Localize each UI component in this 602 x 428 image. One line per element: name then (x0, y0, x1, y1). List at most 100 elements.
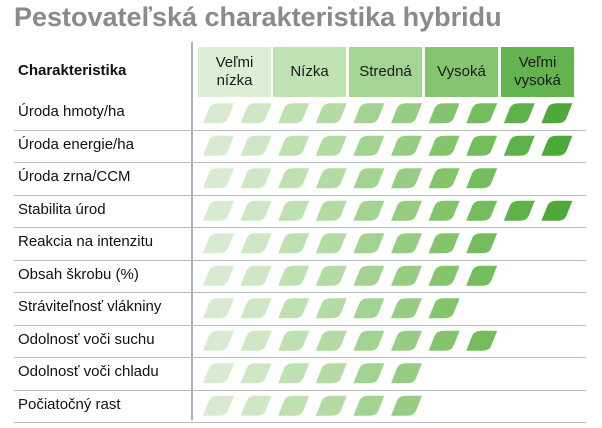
rating-leaf (315, 363, 347, 384)
rating-leaf (278, 265, 310, 286)
rating-leaf (466, 233, 498, 254)
rating-leaf (315, 298, 347, 319)
rating-leaf (391, 233, 422, 254)
level-header-4: Vysoká (425, 47, 498, 97)
row-label: Obsah škrobu (%) (18, 265, 139, 283)
rating-leaf (278, 200, 310, 221)
rating-leaf (428, 135, 460, 156)
row-label: Úroda energie/ha (18, 135, 134, 153)
rating-leaf (240, 168, 272, 189)
row-label: Stabilita úrod (18, 200, 106, 218)
rating-leaf (240, 103, 272, 124)
rating-leaf (278, 363, 310, 384)
rating-leaf (315, 200, 347, 221)
rating-leaf (240, 298, 272, 319)
rating-leaf (541, 103, 573, 124)
rating-leaf (541, 135, 573, 156)
rating-leaf (466, 200, 498, 221)
row-label: Počiatočný rast (18, 395, 121, 413)
rating-leaf (203, 265, 234, 286)
rating-leaf (428, 265, 460, 286)
rating-leaf (353, 330, 385, 351)
level-header-label: Veľmi nízka (215, 54, 254, 89)
rating-leaf (391, 395, 422, 416)
rating-leaf (203, 363, 234, 384)
rating-leaf (315, 135, 347, 156)
rating-leaf (278, 168, 310, 189)
rating-leaf (391, 298, 422, 319)
rating-leaf (428, 200, 460, 221)
rating-leaf (391, 200, 422, 221)
rating-leaf (428, 103, 460, 124)
row-label: Odolnosť voči chladu (18, 363, 159, 381)
rating-leaf (203, 395, 234, 416)
page-title: Pestovateľská charakteristika hybridu (14, 2, 502, 32)
row-label: Odolnosť voči suchu (18, 330, 155, 348)
row-separator (14, 324, 586, 326)
rating-leaf (466, 103, 498, 124)
rating-leaf (391, 168, 422, 189)
rating-leaf (503, 103, 535, 124)
rating-leaf (278, 233, 310, 254)
rating-leaf (203, 200, 234, 221)
rating-leaf (353, 363, 385, 384)
rating-leaf (240, 395, 272, 416)
row-separator (14, 422, 586, 423)
rating-leaf (391, 330, 422, 351)
rating-leaf (391, 363, 422, 384)
rating-leaf (240, 135, 272, 156)
row-separator (14, 292, 586, 293)
rating-leaf (315, 330, 347, 351)
rating-leaf (278, 135, 310, 156)
rating-leaf (353, 265, 385, 286)
rating-leaf (428, 330, 460, 351)
rating-leaf (353, 103, 385, 124)
rating-leaf (278, 330, 310, 351)
level-header-5: Veľmi vysoká (501, 47, 574, 97)
rating-leaf (203, 298, 234, 319)
rating-leaf (541, 200, 573, 221)
row-separator (14, 389, 586, 391)
rating-leaf (240, 363, 272, 384)
column-divider (191, 42, 193, 420)
rating-leaf (391, 103, 422, 124)
rating-leaf (353, 395, 385, 416)
row-separator (14, 194, 586, 196)
rating-leaf (353, 168, 385, 189)
rating-leaf (353, 135, 385, 156)
rating-leaf (240, 233, 272, 254)
rating-leaf (203, 103, 234, 124)
rating-leaf (315, 233, 347, 254)
row-label: Reakcia na intenzitu (18, 233, 154, 251)
row-separator (14, 259, 586, 261)
rating-leaf (503, 200, 535, 221)
rating-leaf (240, 330, 272, 351)
rating-leaf (240, 200, 272, 221)
row-separator (14, 129, 586, 131)
rating-leaf (353, 233, 385, 254)
level-header-1: Veľmi nízka (198, 47, 271, 97)
rating-leaf (240, 265, 272, 286)
row-label: Stráviteľnosť vlákniny (18, 298, 162, 316)
rating-leaf (466, 265, 498, 286)
row-separator (14, 162, 586, 163)
rating-leaf (315, 168, 347, 189)
rating-leaf (203, 168, 234, 189)
rating-leaf (315, 395, 347, 416)
rating-leaf (353, 200, 385, 221)
level-header-label: Vysoká (437, 63, 486, 80)
level-header-label: Nízka (290, 63, 329, 80)
rating-leaf (391, 265, 422, 286)
rating-leaf (428, 298, 460, 319)
column-header-label: Charakteristika (18, 62, 127, 79)
rating-leaf (428, 168, 460, 189)
row-label: Úroda hmoty/ha (18, 103, 125, 121)
rating-leaf (353, 298, 385, 319)
rating-leaf (278, 395, 310, 416)
rating-leaf (203, 233, 234, 254)
rating-leaf (315, 265, 347, 286)
rating-leaf (278, 298, 310, 319)
level-header-3: Stredná (349, 47, 422, 97)
row-separator (14, 227, 586, 228)
level-header-label: Stredná (359, 63, 412, 80)
